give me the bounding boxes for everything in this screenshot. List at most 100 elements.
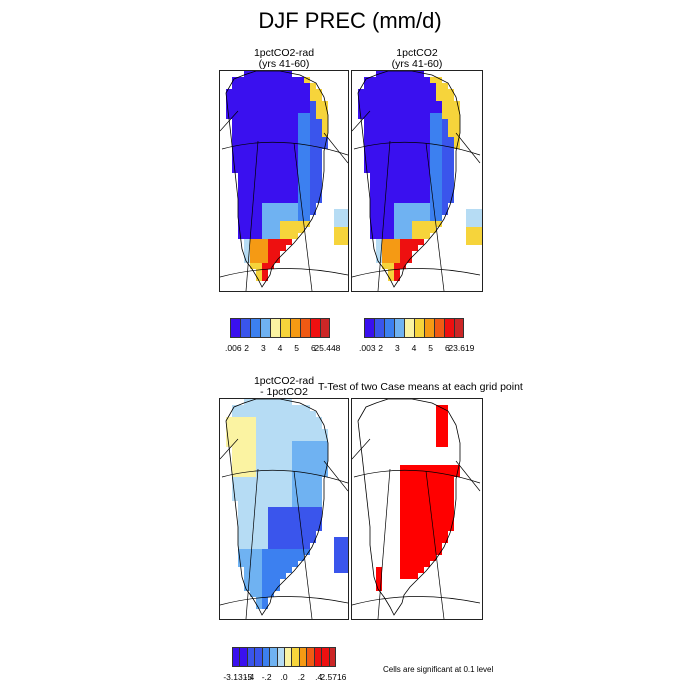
precip-diff-cell [292, 525, 298, 531]
precip-1pctco2-cell [376, 143, 382, 149]
precip-1pctco2-cell [442, 83, 448, 89]
precip-diff-cell [226, 417, 232, 423]
precip-diff-cell [286, 429, 292, 435]
precip-1pctco2-cell [436, 95, 442, 101]
precip-diff-cell [292, 495, 298, 501]
precip-diff-cell [286, 549, 292, 555]
significance-cell [418, 471, 424, 477]
precip-1pctco2-cell [442, 101, 448, 107]
precip-1pctco2-cell [412, 125, 418, 131]
significance-cell [424, 543, 430, 549]
significance-cell [412, 549, 418, 555]
precip-1pctco2-cell [418, 107, 424, 113]
precip-1pctco2-rad-cell [256, 263, 262, 269]
precip-1pctco2-cell [454, 113, 460, 119]
precip-1pctco2-cell [418, 113, 424, 119]
precip-1pctco2-cell [388, 239, 394, 245]
precip-diff-cell [280, 453, 286, 459]
precip-1pctco2-rad-cell [274, 71, 280, 77]
precip-1pctco2-cell [400, 131, 406, 137]
precip-1pctco2-cell [424, 233, 430, 239]
colorbar-swatch [310, 318, 320, 338]
precip-1pctco2-cell [442, 113, 448, 119]
colorbar-swatch [300, 318, 310, 338]
precip-1pctco2-rad-cell [274, 149, 280, 155]
precip-1pctco2-rad-cell [238, 89, 244, 95]
map-1pctco2-rad [220, 71, 348, 291]
precip-1pctco2-cell [436, 215, 442, 221]
precip-diff-cell [262, 501, 268, 507]
precip-diff-cell [262, 465, 268, 471]
precip-1pctco2-rad-cell [232, 131, 238, 137]
precip-diff-cell [298, 477, 304, 483]
precip-1pctco2-cell [478, 233, 482, 239]
precip-1pctco2-cell [388, 179, 394, 185]
significance-cell [430, 489, 436, 495]
significance-cell [406, 489, 412, 495]
precip-1pctco2-rad-cell [256, 155, 262, 161]
precip-1pctco2-rad-cell [268, 185, 274, 191]
precip-1pctco2-cell [412, 191, 418, 197]
precip-1pctco2-cell [394, 227, 400, 233]
precip-1pctco2-rad-cell [262, 269, 268, 275]
precip-1pctco2-cell [406, 113, 412, 119]
precip-diff-cell [304, 471, 310, 477]
precip-1pctco2-rad-cell [250, 227, 256, 233]
precip-1pctco2-rad-cell [262, 71, 268, 77]
precip-diff-cell [292, 435, 298, 441]
precip-1pctco2-rad-cell [256, 203, 262, 209]
precip-1pctco2-cell [394, 275, 400, 281]
precip-diff-cell [274, 399, 280, 405]
precip-1pctco2-rad-cell [268, 149, 274, 155]
significance-cell [436, 423, 442, 429]
precip-1pctco2-cell [466, 215, 472, 221]
precip-1pctco2-cell [424, 197, 430, 203]
precip-1pctco2-cell [382, 185, 388, 191]
precip-1pctco2-rad-cell [256, 89, 262, 95]
precip-diff-cell [244, 573, 250, 579]
precip-1pctco2-cell [436, 101, 442, 107]
precip-diff-cell [274, 531, 280, 537]
precip-1pctco2-rad-cell [292, 167, 298, 173]
precip-diff-cell [280, 435, 286, 441]
precip-diff-cell [232, 405, 238, 411]
precip-1pctco2-cell [394, 233, 400, 239]
precip-diff-cell [322, 447, 328, 453]
precip-1pctco2-rad-cell [346, 239, 348, 245]
precip-1pctco2-rad-cell [298, 173, 304, 179]
precip-1pctco2-rad-cell [256, 83, 262, 89]
precip-diff-cell [262, 531, 268, 537]
precip-1pctco2-cell [364, 83, 370, 89]
graticule-meridian-3 [425, 470, 445, 619]
significance-cell [418, 519, 424, 525]
precip-1pctco2-rad-cell [268, 215, 274, 221]
precip-diff-cell [268, 471, 274, 477]
precip-1pctco2-rad-cell [274, 143, 280, 149]
precip-1pctco2-cell [424, 107, 430, 113]
precip-1pctco2-rad-cell [280, 149, 286, 155]
precip-1pctco2-cell [388, 95, 394, 101]
precip-1pctco2-rad-cell [262, 143, 268, 149]
precip-diff-cell [238, 465, 244, 471]
precip-diff-cell [250, 483, 256, 489]
precip-diff-cell [238, 447, 244, 453]
precip-diff-cell [322, 465, 328, 471]
precip-diff-cell [292, 537, 298, 543]
precip-1pctco2-rad-cell [250, 185, 256, 191]
precip-1pctco2-rad-cell [268, 155, 274, 161]
precip-1pctco2-rad-cell [262, 209, 268, 215]
precip-1pctco2-rad-cell [280, 131, 286, 137]
precip-diff-cell [226, 435, 232, 441]
precip-diff-cell [238, 411, 244, 417]
precip-diff-cell [250, 459, 256, 465]
precip-1pctco2-rad-cell [292, 137, 298, 143]
precip-1pctco2-rad-cell [298, 167, 304, 173]
precip-1pctco2-cell [388, 137, 394, 143]
precip-diff-cell [256, 489, 262, 495]
precip-diff-cell [268, 519, 274, 525]
significance-cell [406, 465, 412, 471]
precip-1pctco2-rad-cell [262, 131, 268, 137]
precip-1pctco2-cell [430, 203, 436, 209]
precip-diff-cell [250, 453, 256, 459]
precip-1pctco2-rad-cell [280, 71, 286, 77]
